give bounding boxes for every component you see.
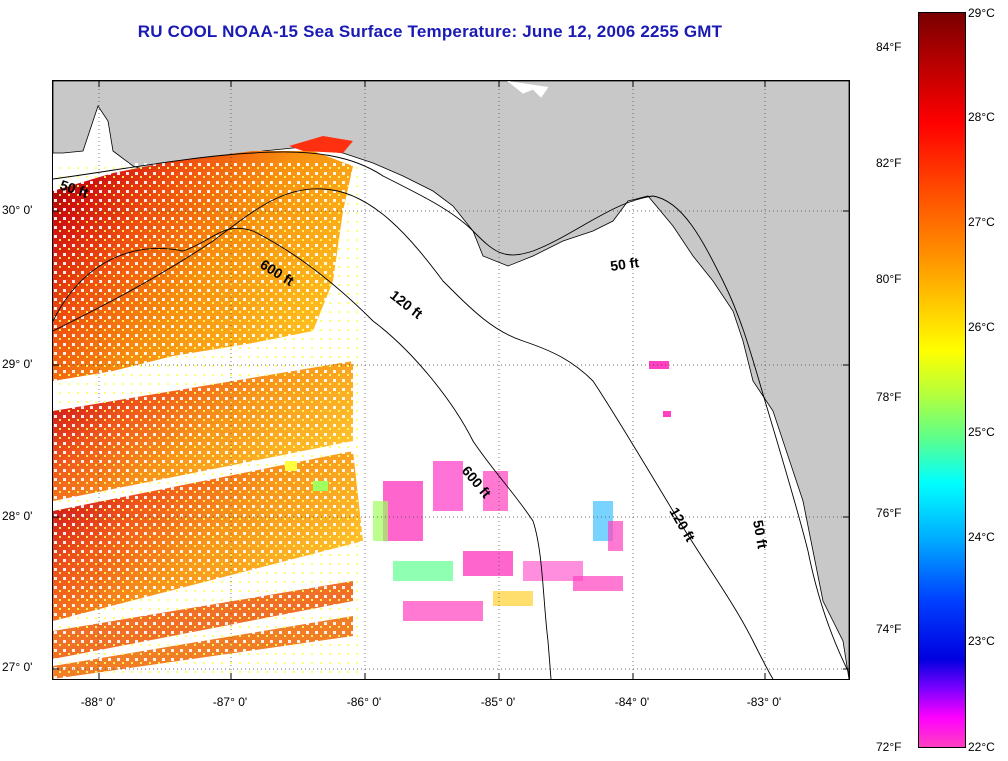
colorbar-f-82: 82°F <box>876 156 902 170</box>
contour-label-120ft-north: 120 ft <box>387 287 426 322</box>
sst-scattered-pixels <box>285 361 671 621</box>
land-mass <box>53 81 849 679</box>
lon-label-86: -86° 0' <box>346 695 382 709</box>
lat-label-28: 28° 0' <box>2 509 33 523</box>
colorbar-f-74: 74°F <box>876 622 902 636</box>
map-canvas: 50 ft 600 ft 120 ft 50 ft 600 ft 120 ft … <box>53 81 849 679</box>
colorbar-c-22: 22°C <box>968 740 995 754</box>
colorbar-c-26: 26°C <box>968 320 995 334</box>
lon-label-85: -85° 0' <box>480 695 516 709</box>
colorbar-c-27: 27°C <box>968 215 995 229</box>
colorbar-f-80: 80°F <box>876 272 902 286</box>
sst-map: 50 ft 600 ft 120 ft 50 ft 600 ft 120 ft … <box>52 80 850 680</box>
lat-label-30: 30° 0' <box>2 203 33 217</box>
contour-label-50ft-south: 50 ft <box>750 519 771 550</box>
lon-label-87: -87° 0' <box>212 695 248 709</box>
colorbar-f-76: 76°F <box>876 506 902 520</box>
lon-label-84: -84° 0' <box>614 695 650 709</box>
map-title: RU COOL NOAA-15 Sea Surface Temperature:… <box>137 22 723 41</box>
contour-label-120ft-south: 120 ft <box>666 505 698 545</box>
temperature-colorbar <box>918 12 966 748</box>
graticule <box>53 81 849 679</box>
colorbar-c-23: 23°C <box>968 634 995 648</box>
contour-label-50ft-east: 50 ft <box>609 254 640 274</box>
colorbar-c-28: 28°C <box>968 110 995 124</box>
colorbar-f-72: 72°F <box>876 740 902 754</box>
colorbar-c-29: 29°C <box>968 6 995 20</box>
colorbar-f-78: 78°F <box>876 390 902 404</box>
lat-label-27: 27° 0' <box>2 660 33 674</box>
lat-label-29: 29° 0' <box>2 357 33 371</box>
depth-contours <box>53 151 849 679</box>
colorbar-c-24: 24°C <box>968 530 995 544</box>
axis-ticks <box>53 81 849 679</box>
colorbar-c-25: 25°C <box>968 425 995 439</box>
lon-label-88: -88° 0' <box>80 695 116 709</box>
colorbar-f-84: 84°F <box>876 40 902 54</box>
lon-label-83: -83° 0' <box>746 695 782 709</box>
